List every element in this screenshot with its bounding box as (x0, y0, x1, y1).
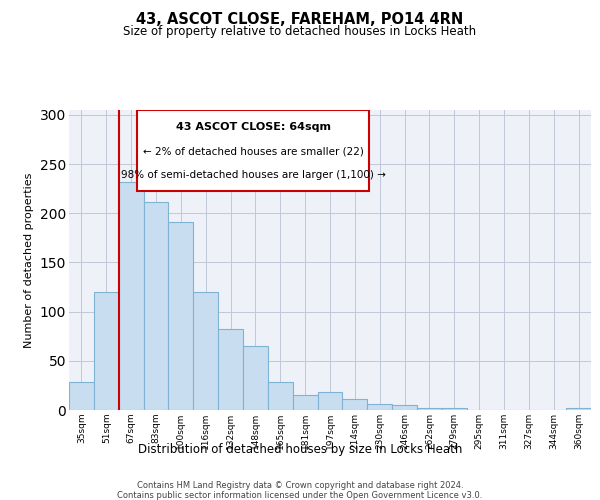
Bar (343, 399, 367, 410)
Bar (94, 292, 119, 410)
Text: ← 2% of detached houses are smaller (22): ← 2% of detached houses are smaller (22) (143, 146, 364, 156)
Text: Contains public sector information licensed under the Open Government Licence v3: Contains public sector information licen… (118, 491, 482, 500)
Bar (169, 222, 193, 410)
Bar (218, 330, 243, 410)
Text: 43 ASCOT CLOSE: 64sqm: 43 ASCOT CLOSE: 64sqm (176, 122, 331, 132)
Bar (442, 408, 467, 410)
Text: Distribution of detached houses by size in Locks Heath: Distribution of detached houses by size … (138, 442, 462, 456)
Bar (193, 292, 218, 410)
Bar (317, 392, 343, 410)
Bar (143, 202, 169, 410)
Bar (417, 408, 442, 410)
Bar (566, 408, 591, 410)
FancyBboxPatch shape (137, 110, 369, 191)
Bar (268, 382, 293, 410)
Bar (119, 182, 143, 410)
Bar (367, 404, 392, 410)
Text: 43, ASCOT CLOSE, FAREHAM, PO14 4RN: 43, ASCOT CLOSE, FAREHAM, PO14 4RN (136, 12, 464, 28)
Bar (392, 405, 417, 410)
Bar (69, 382, 94, 410)
Y-axis label: Number of detached properties: Number of detached properties (24, 172, 34, 348)
Text: Contains HM Land Registry data © Crown copyright and database right 2024.: Contains HM Land Registry data © Crown c… (137, 481, 463, 490)
Bar (243, 346, 268, 410)
Text: Size of property relative to detached houses in Locks Heath: Size of property relative to detached ho… (124, 25, 476, 38)
Text: 98% of semi-detached houses are larger (1,100) →: 98% of semi-detached houses are larger (… (121, 170, 385, 180)
Bar (293, 395, 317, 410)
